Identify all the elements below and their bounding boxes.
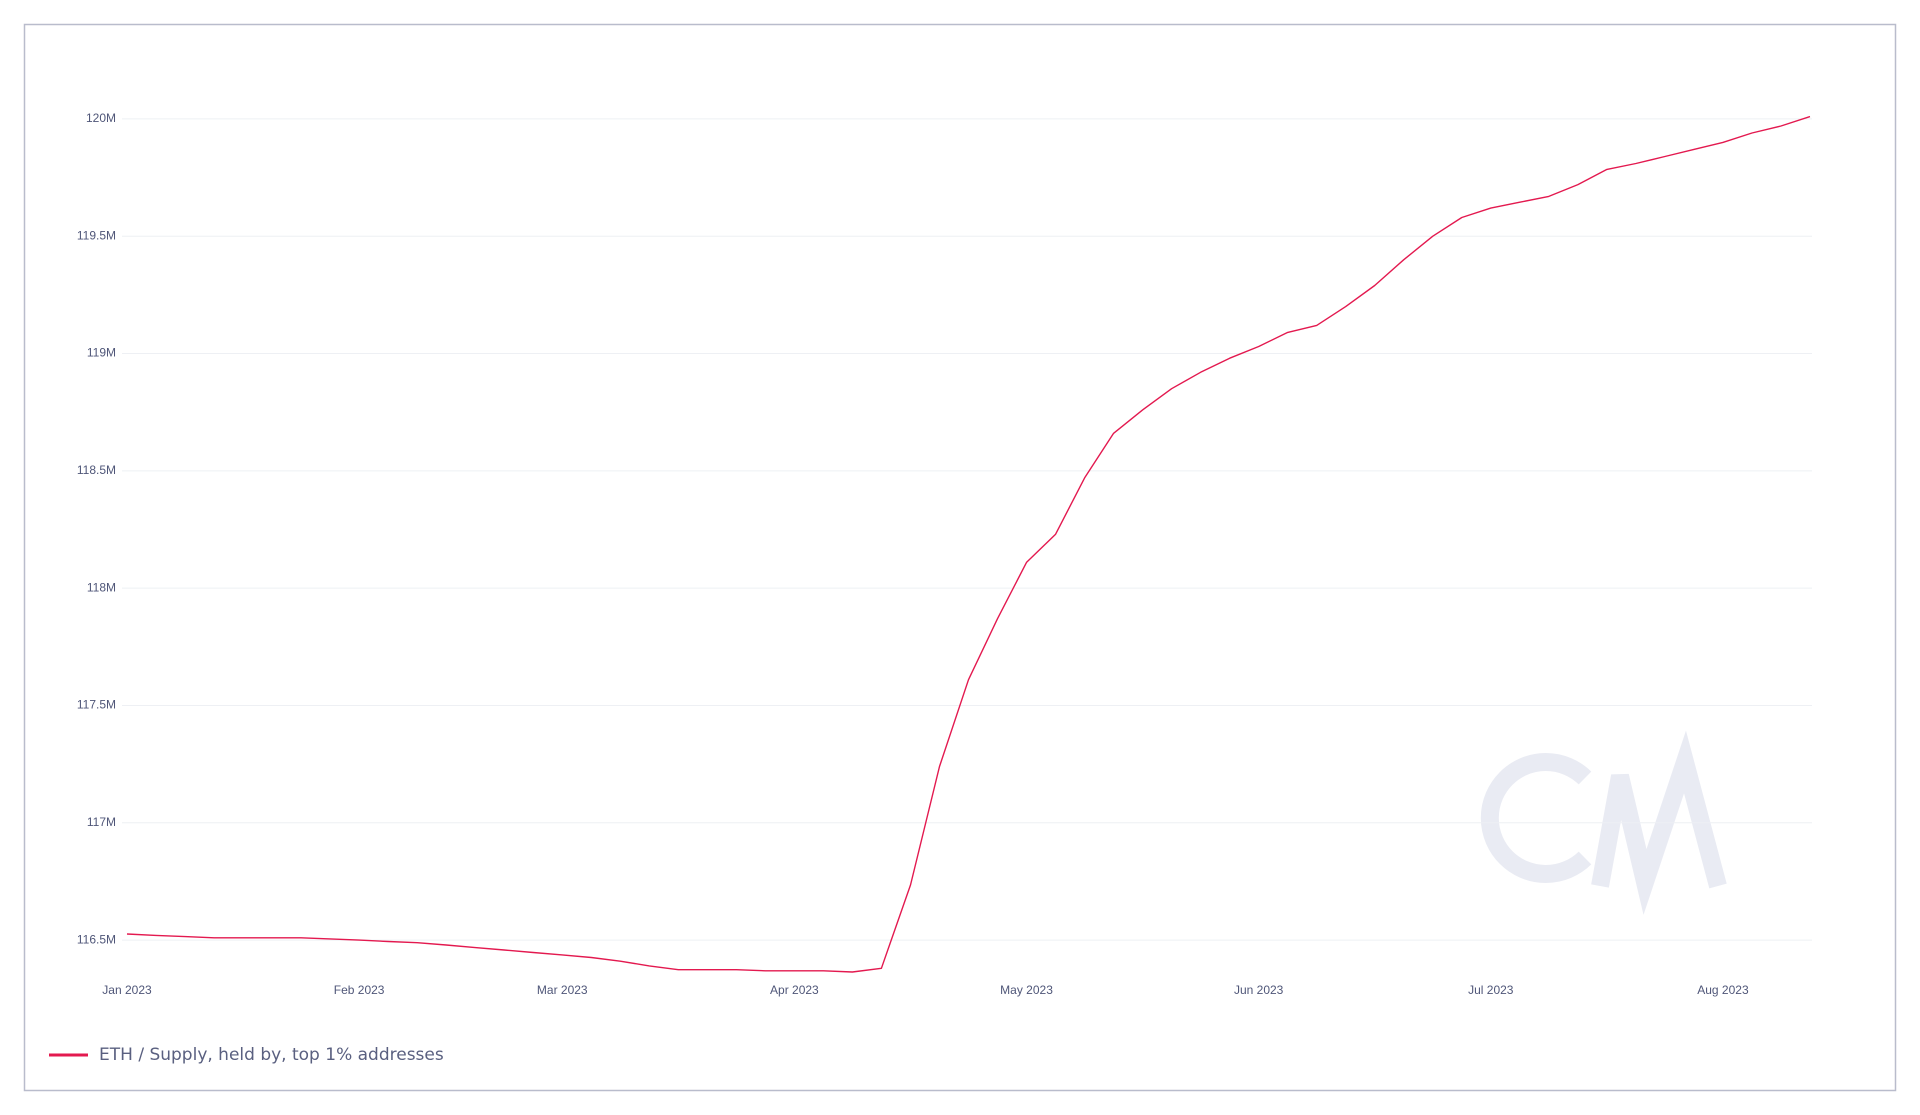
x-tick-label: Mar 2023 <box>537 983 588 997</box>
x-tick-label: Jul 2023 <box>1468 983 1514 997</box>
y-tick-label: 117M <box>87 815 116 829</box>
y-tick-label: 119M <box>87 346 116 360</box>
data-line <box>126 115 1811 973</box>
y-tick-label: 118.5M <box>77 463 116 477</box>
x-tick-label: May 2023 <box>1000 983 1053 997</box>
x-tick-label: Jun 2023 <box>1234 983 1284 997</box>
y-tick-label: 119.5M <box>77 228 116 242</box>
watermark-m <box>1591 730 1727 915</box>
y-tick-label: 117.5M <box>77 698 116 712</box>
y-tick-label: 116.5M <box>77 932 116 946</box>
y-tick-label: 120M <box>86 111 116 125</box>
frame <box>23 23 1897 1092</box>
x-tick-label: Jan 2023 <box>102 983 152 997</box>
x-tick-label: Aug 2023 <box>1697 983 1749 997</box>
watermark-c <box>1480 753 1592 883</box>
x-tick-label: Apr 2023 <box>770 983 819 997</box>
x-tick-label: Feb 2023 <box>334 983 385 997</box>
y-tick-label: 118M <box>87 580 116 594</box>
watermark <box>1480 730 1727 915</box>
legend-label: ETH / Supply, held by, top 1% addresses <box>99 1045 444 1065</box>
